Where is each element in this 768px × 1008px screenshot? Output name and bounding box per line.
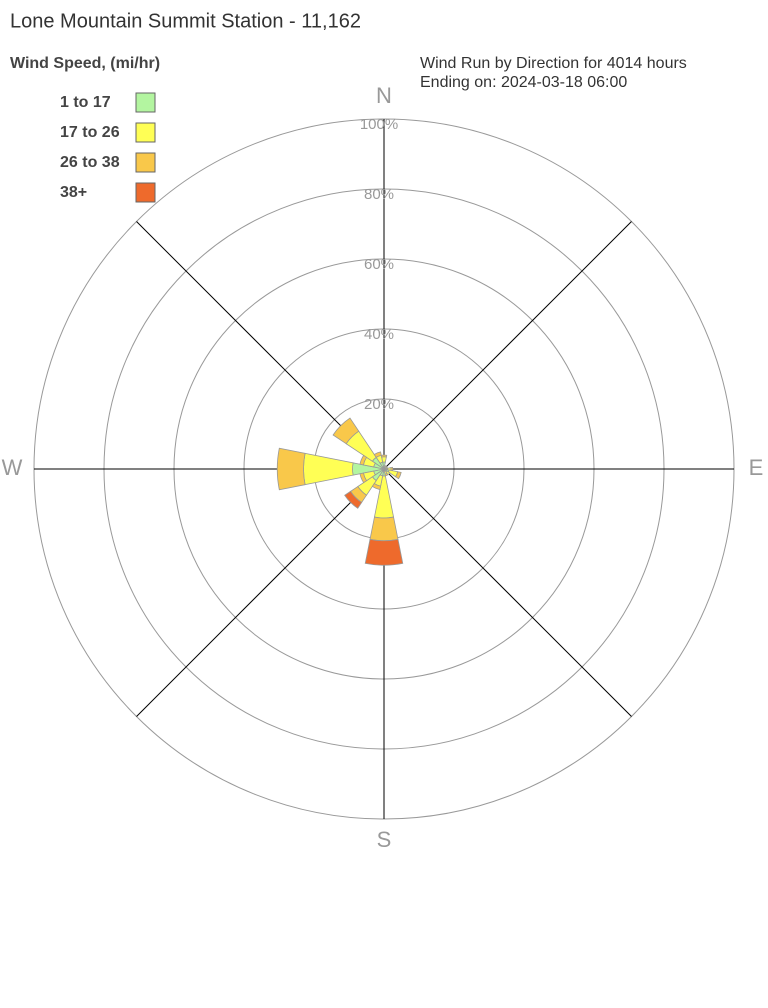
subtitle: Wind Run by Direction for 4014 hours xyxy=(420,55,687,72)
legend-label: 1 to 17 xyxy=(60,94,111,111)
legend-label: 26 to 38 xyxy=(60,154,120,171)
direction-label: W xyxy=(2,455,23,480)
direction-label: E xyxy=(749,455,764,480)
legend-title: Wind Speed, (mi/hr) xyxy=(10,55,160,72)
legend-swatch xyxy=(135,182,156,203)
direction-label: S xyxy=(377,827,392,852)
wedge xyxy=(359,472,368,484)
spoke xyxy=(383,468,632,717)
spoke xyxy=(136,468,385,717)
wedge xyxy=(359,454,368,466)
wedge xyxy=(371,482,382,491)
wedge xyxy=(369,516,399,542)
wedge xyxy=(384,472,389,477)
subtitle: Ending on: 2024-03-18 06:00 xyxy=(420,74,627,91)
wedge xyxy=(276,447,306,491)
ring-label: 60% xyxy=(364,256,394,273)
ring-label: 80% xyxy=(364,186,394,203)
wedge xyxy=(332,417,360,445)
spoke xyxy=(383,221,632,470)
legend-swatch xyxy=(135,122,156,143)
direction-label: N xyxy=(376,83,392,108)
wedge xyxy=(373,451,382,458)
legend-label: 17 to 26 xyxy=(60,124,120,141)
wedge xyxy=(344,490,363,509)
wedge xyxy=(364,538,404,566)
legend-swatch xyxy=(135,92,156,113)
wedge xyxy=(390,466,394,472)
wedge xyxy=(303,452,354,486)
wedge xyxy=(395,471,402,480)
legend-label: 38+ xyxy=(60,184,87,201)
ring-label: 100% xyxy=(360,116,398,133)
ring-label: 40% xyxy=(364,326,394,343)
chart-title: Lone Mountain Summit Station - 11,162 xyxy=(10,10,361,32)
wedge xyxy=(380,454,388,458)
legend-swatch xyxy=(135,152,156,173)
ring-label: 20% xyxy=(364,396,394,413)
